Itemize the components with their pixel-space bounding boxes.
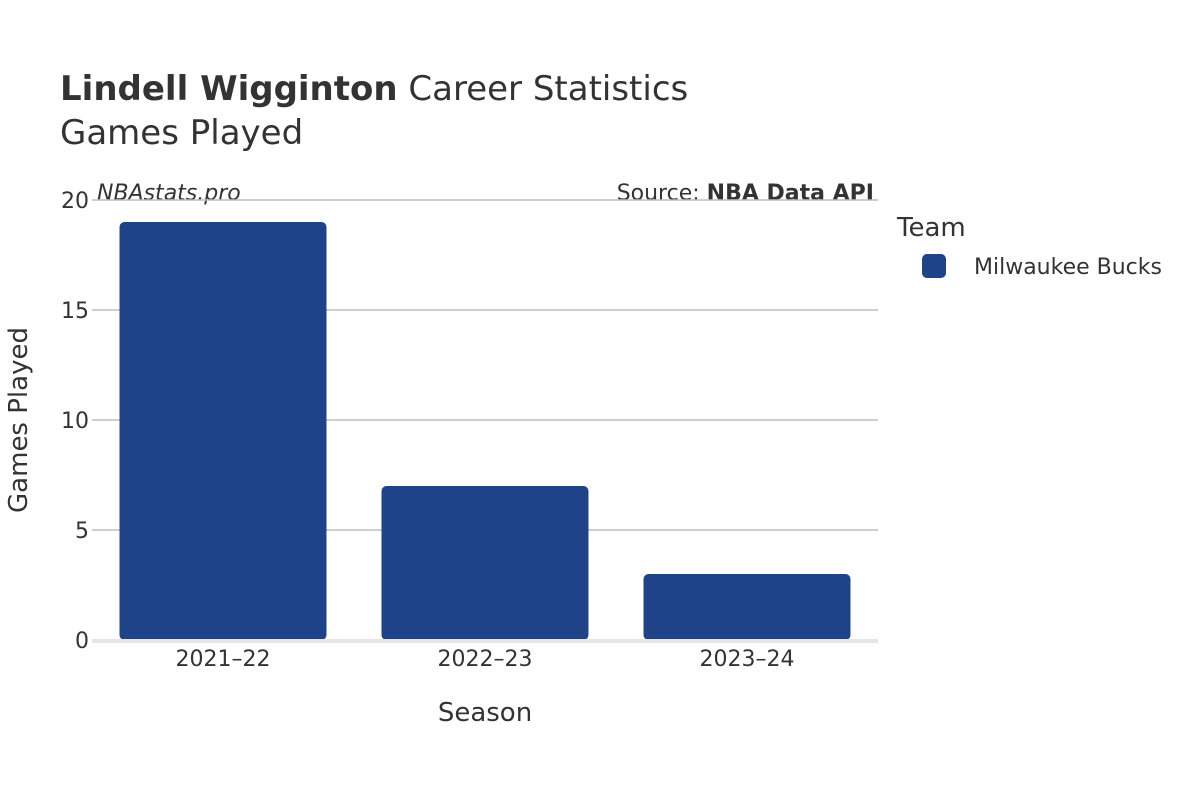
legend: Milwaukee Bucks — [922, 254, 1162, 280]
title-suffix: Career Statistics — [398, 69, 689, 109]
y-tick-label: 20 — [61, 189, 89, 214]
legend-title: Team — [896, 213, 966, 243]
y-tick-labels: 0 5 10 15 20 — [61, 189, 89, 654]
chart-title: Lindell Wigginton Career Statistics — [60, 69, 688, 109]
source-label: Source: NBA Data API — [617, 181, 874, 206]
y-tick-label: 15 — [61, 299, 89, 324]
bar-2023–24[interactable] — [643, 574, 851, 640]
player-name: Lindell Wigginton — [60, 69, 398, 109]
x-tick-label: 2021–22 — [176, 647, 271, 672]
source-name: NBA Data API — [707, 181, 874, 206]
bars — [119, 222, 851, 640]
source-prefix: Source: — [617, 181, 707, 206]
y-tick-label: 0 — [75, 629, 89, 654]
y-tick-label: 5 — [75, 519, 89, 544]
x-axis-title: Season — [438, 698, 532, 728]
bar-2022–23[interactable] — [381, 486, 589, 640]
x-tick-label: 2022–23 — [438, 647, 533, 672]
watermark: NBAstats.pro — [97, 181, 241, 206]
chart-subtitle: Games Played — [60, 113, 303, 153]
x-tick-label: 2023–24 — [700, 647, 795, 672]
legend-swatch[interactable] — [922, 254, 946, 278]
x-tick-labels: 2021–22 2022–23 2023–24 — [176, 647, 795, 672]
y-axis-title: Games Played — [4, 327, 34, 513]
bar-2021–22[interactable] — [119, 222, 327, 640]
y-tick-label: 10 — [61, 409, 89, 434]
legend-label[interactable]: Milwaukee Bucks — [974, 255, 1162, 280]
